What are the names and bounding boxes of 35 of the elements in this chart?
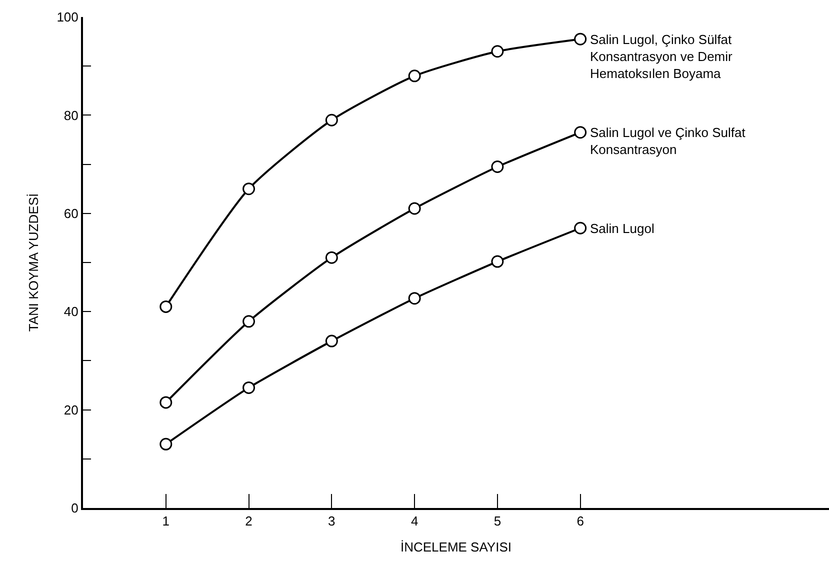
x-tick-label: 1	[162, 514, 170, 529]
point	[242, 381, 256, 394]
point	[242, 315, 256, 328]
point	[408, 292, 421, 305]
point	[160, 300, 172, 313]
series-label: Salin Lugol	[590, 221, 654, 236]
point	[491, 255, 504, 268]
y-tick-label: 20	[64, 402, 78, 418]
point	[325, 334, 338, 348]
x-tick-label: 2	[245, 514, 252, 529]
x-tick-label: 3	[328, 514, 336, 529]
point	[491, 160, 504, 174]
point	[574, 222, 587, 234]
x-tick-label: 5	[494, 514, 502, 529]
point	[491, 45, 504, 58]
x-axis-title: İNCELEME SAYISI	[400, 540, 512, 555]
y-axis-title: TANI KOYMA YUZDESİ	[26, 193, 42, 332]
x-tick-label: 4	[410, 514, 418, 529]
series-label: Salin Lugol ve Çinko Sulfat Konsantrasyon	[590, 125, 746, 157]
series-label: Salin Lugol, Çinko Sülfat Konsantrasyon ve Demir Hematoksılen Boyama	[590, 32, 734, 81]
point	[408, 70, 421, 82]
point	[325, 251, 338, 264]
y-tick-label: 80	[64, 108, 78, 123]
y-tick-label: 40	[64, 304, 78, 320]
point	[160, 438, 172, 450]
point	[160, 396, 172, 409]
point	[408, 202, 421, 215]
y-tick-label: 100	[56, 10, 78, 25]
y-tick-label: 0	[71, 500, 78, 516]
x-tick-label: 6	[576, 514, 584, 529]
y-tick-label: 60	[64, 206, 78, 221]
point	[325, 114, 338, 126]
point	[242, 182, 256, 196]
point	[574, 126, 587, 139]
point	[574, 32, 587, 46]
